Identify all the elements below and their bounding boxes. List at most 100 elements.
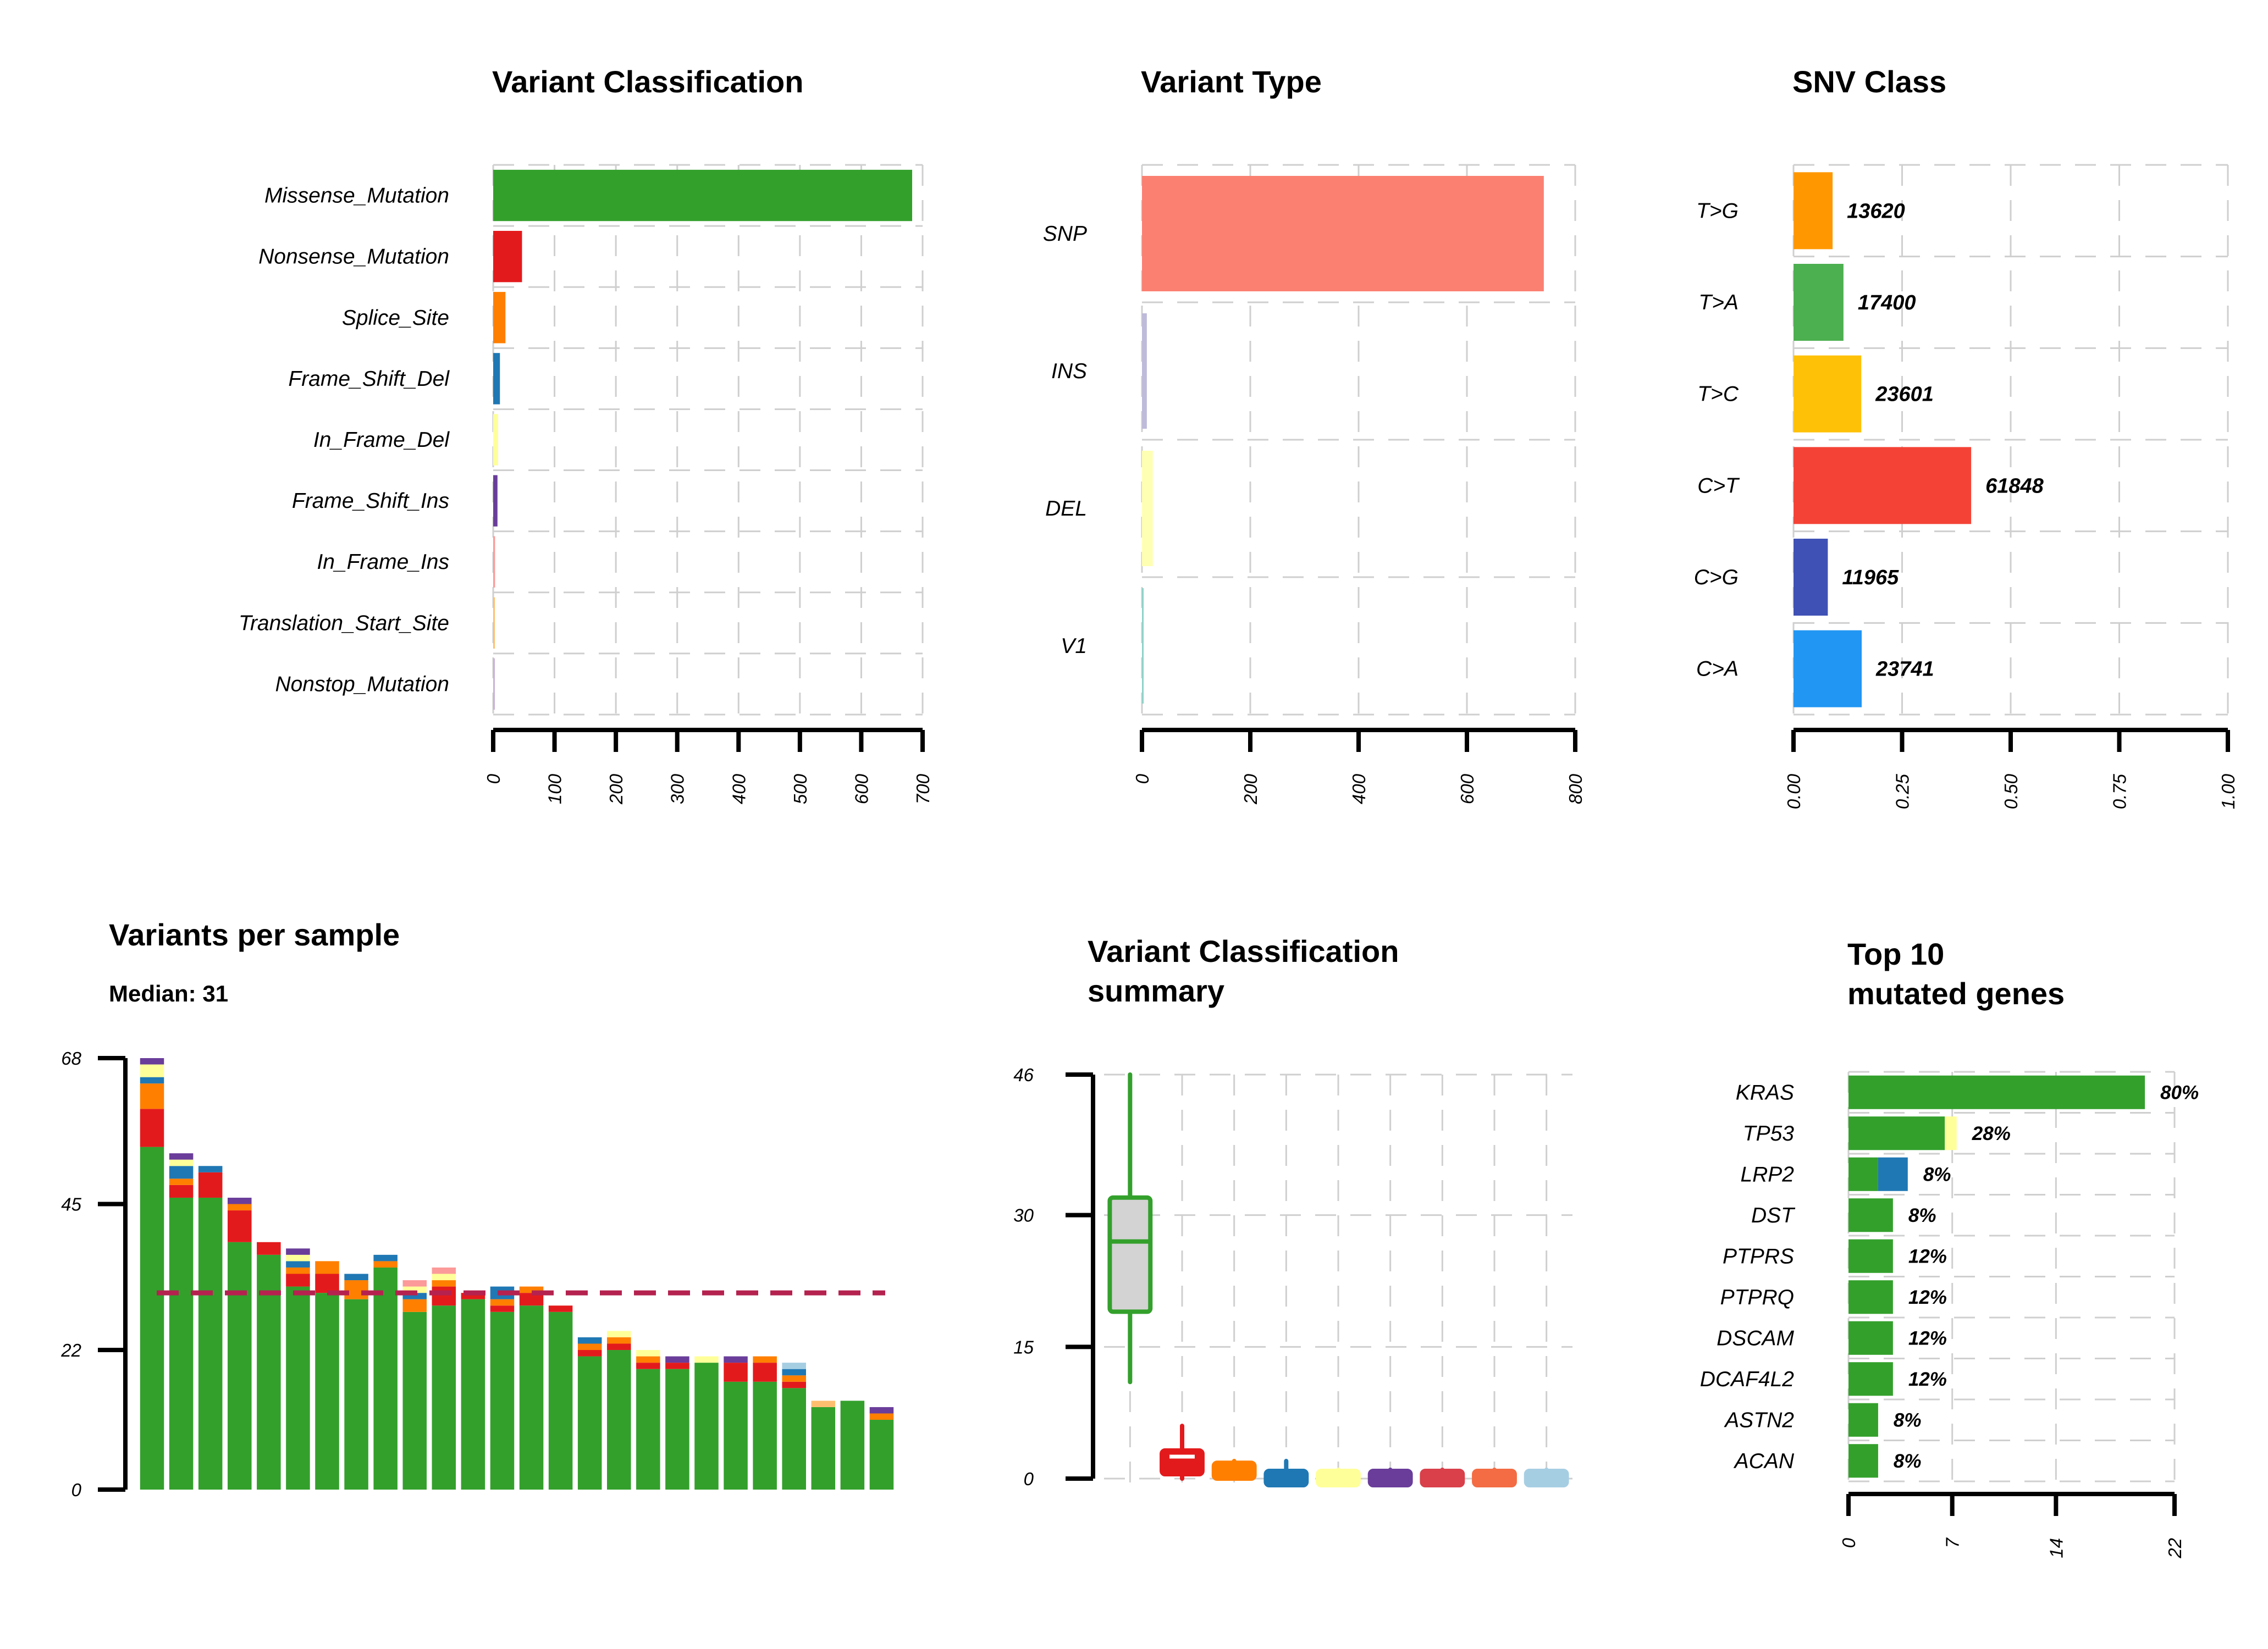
sample-17-segment-2 — [607, 1343, 631, 1351]
gene-pct-astn2: 8% — [1894, 1409, 1922, 1431]
y-tick-label: 22 — [60, 1340, 81, 1360]
box-9-iqr — [1524, 1469, 1569, 1487]
sample-24-segment-1 — [811, 1407, 836, 1490]
sample-11-segment-1 — [432, 1305, 456, 1490]
sample-23-segment-4 — [782, 1369, 806, 1376]
x-tick-label: 600 — [1457, 773, 1477, 804]
sample-13-segment-1 — [490, 1312, 515, 1490]
category-label-t-c: T>C — [1697, 383, 1739, 406]
category-label-del: DEL — [1045, 497, 1087, 521]
sample-4-segment-6 — [228, 1197, 252, 1204]
bar-nonsense-mutation — [493, 231, 522, 283]
summary-title-line-2: summary — [1088, 973, 1224, 1008]
x-tick-label: 0 — [1839, 1537, 1859, 1548]
sample-17-segment-3 — [607, 1337, 631, 1344]
sample-19-segment-6 — [665, 1356, 689, 1363]
variant-type-title: Variant Type — [1141, 64, 1322, 99]
sample-1-segment-2 — [140, 1109, 164, 1147]
sample-15-segment-2 — [548, 1305, 573, 1312]
sample-10-segment-1 — [402, 1312, 427, 1490]
y-tick-label: 30 — [1013, 1205, 1034, 1226]
panel-variant-classification-summary: Variant Classification summary 0 15 30 46 — [1013, 934, 1572, 1490]
sample-11-segment-5 — [432, 1274, 456, 1281]
gene-pct-kras: 80% — [2160, 1082, 2199, 1103]
x-tick-label: 14 — [2046, 1538, 2066, 1558]
x-tick-label: 500 — [790, 773, 810, 804]
x-tick-label: 22 — [2165, 1538, 2185, 1559]
panel-variant-classification: Variant Classification Missense_Mutation… — [239, 64, 933, 805]
sample-23-segment-2 — [782, 1381, 806, 1388]
gene-pct-dscam: 12% — [1908, 1327, 1947, 1349]
sample-21-segment-2 — [724, 1363, 748, 1382]
sample-16-segment-4 — [577, 1337, 602, 1344]
sample-9-segment-3 — [373, 1261, 398, 1268]
bar-t-g — [1794, 172, 1833, 250]
x-tick-label: 400 — [729, 773, 749, 804]
gene-pct-ptprs: 12% — [1908, 1246, 1947, 1267]
sample-4-segment-3 — [228, 1204, 252, 1211]
bar-missense-mutation — [493, 169, 913, 222]
category-label-nonstop-mutation: Nonstop_Mutation — [275, 672, 449, 696]
sample-6-segment-6 — [286, 1248, 310, 1255]
gene-bar-lrp2-segment-2 — [1878, 1157, 1908, 1191]
category-label-ins: INS — [1051, 359, 1087, 383]
sample-2-segment-4 — [169, 1166, 194, 1179]
sample-18-segment-5 — [636, 1350, 660, 1357]
sample-10-segment-5 — [402, 1286, 427, 1293]
y-tick-label: 15 — [1013, 1337, 1034, 1357]
sample-11-segment-7 — [432, 1267, 456, 1274]
panel-variants-per-sample: Variants per sample Median: 31 0 22 45 68 — [60, 917, 894, 1500]
sample-10-segment-7 — [402, 1280, 427, 1287]
sample-12-segment-1 — [461, 1299, 485, 1490]
x-tick-label: 100 — [545, 773, 565, 804]
panel-snv-class: SNV Class T>G 13620 T>A 17400 T>C 23601 C>T 618… — [1694, 64, 2238, 809]
category-label-c-g: C>G — [1694, 566, 1739, 589]
snv-class-title: SNV Class — [1792, 64, 1946, 99]
sample-2-segment-1 — [169, 1197, 194, 1490]
gene-bar-ptprq-segment-1 — [1848, 1280, 1893, 1314]
sample-22-segment-3 — [753, 1356, 777, 1363]
gene-bar-tp53-segment-2 — [1945, 1116, 1957, 1150]
sample-18-segment-2 — [636, 1363, 660, 1369]
bar-splice-site — [493, 292, 506, 344]
sample-25-segment-1 — [840, 1401, 865, 1490]
category-label-t-g: T>G — [1696, 199, 1739, 223]
top10-title-line-1: Top 10 — [1847, 937, 1944, 971]
panel-variant-type: Variant Type SNP INS DEL V1 0 200 400 600 800 — [1043, 64, 1586, 805]
median-subtitle: Median: 31 — [109, 981, 228, 1006]
sample-1-segment-4 — [140, 1077, 164, 1084]
gene-pct-ptprq: 12% — [1908, 1287, 1947, 1308]
category-label-nonsense-mutation: Nonsense_Mutation — [258, 245, 449, 269]
sample-1-segment-1 — [140, 1147, 164, 1490]
gene-pct-lrp2: 8% — [1923, 1164, 1951, 1185]
sample-9-segment-1 — [373, 1267, 398, 1490]
sample-8-segment-3 — [344, 1280, 368, 1299]
sample-16-segment-2 — [577, 1350, 602, 1357]
sample-23-segment-8 — [782, 1363, 806, 1369]
variant-classification-plot: Missense_Mutation Nonsense_Mutation Splice… — [239, 164, 933, 805]
gene-bar-dcaf4l2-segment-1 — [1848, 1362, 1893, 1396]
gene-pct-dst: 8% — [1908, 1205, 1936, 1226]
sample-24-segment-9 — [811, 1401, 836, 1407]
box-1-iqr — [1107, 1195, 1153, 1314]
sample-18-segment-1 — [636, 1369, 660, 1490]
bar-frame-shift-ins — [493, 475, 498, 527]
category-label-translation-start-site: Translation_Start_Site — [239, 611, 449, 635]
sample-2-segment-3 — [169, 1178, 194, 1185]
variant-type-plot: SNP INS DEL V1 0 200 400 600 800 — [1043, 164, 1586, 805]
box-4-iqr — [1263, 1469, 1309, 1487]
x-tick-label: 0.50 — [2001, 773, 2021, 809]
sample-8-segment-4 — [344, 1274, 368, 1281]
bar-c-g — [1794, 539, 1828, 616]
sample-16-segment-3 — [577, 1343, 602, 1351]
sample-16-segment-1 — [577, 1356, 602, 1490]
gene-bar-dst-segment-1 — [1848, 1198, 1893, 1232]
sample-17-segment-5 — [607, 1331, 631, 1337]
gene-bar-dscam-segment-1 — [1848, 1321, 1893, 1355]
bar-translation-start-site — [493, 597, 495, 649]
variants-per-sample-title: Variants per sample — [109, 917, 400, 952]
bar-in-frame-del — [493, 414, 498, 466]
gene-bar-lrp2-segment-1 — [1848, 1157, 1878, 1191]
gene-label-dscam: DSCAM — [1717, 1326, 1794, 1350]
